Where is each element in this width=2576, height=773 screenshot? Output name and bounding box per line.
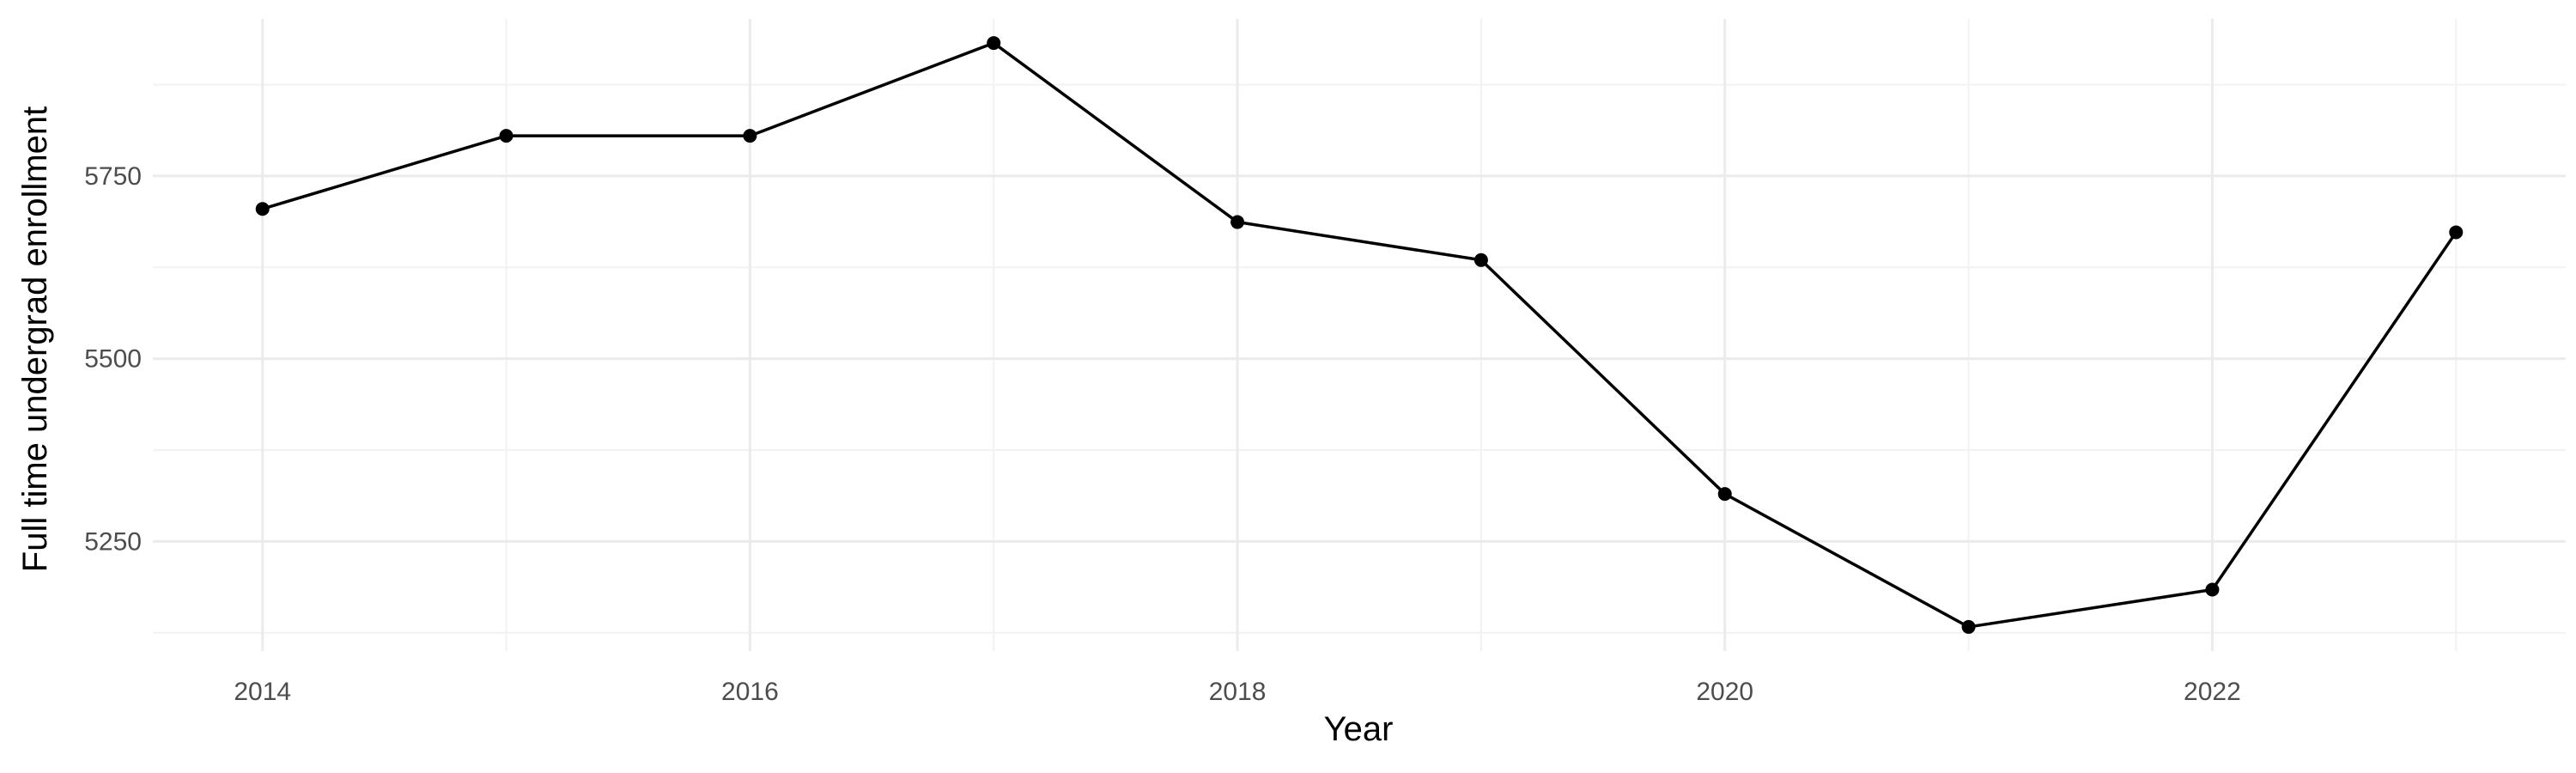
x-tick-label: 2018: [1209, 678, 1267, 706]
y-tick-label: 5250: [84, 527, 142, 556]
data-point: [2205, 582, 2220, 597]
series-layer: [262, 41, 2458, 629]
points-layer: [255, 36, 2464, 634]
minor-gridlines: [153, 19, 2566, 651]
x-axis-tick-labels: 2014 2016 2018 2020 2022: [234, 678, 2240, 706]
data-point: [743, 129, 757, 143]
x-tick-label: 2020: [1696, 678, 1753, 706]
x-tick-label: 2014: [234, 678, 291, 706]
y-tick-label: 5500: [84, 345, 142, 374]
series-line: [262, 41, 2458, 629]
data-point: [255, 202, 270, 216]
data-point: [2449, 225, 2464, 240]
y-axis-title: Full time undergrad enrollment: [16, 107, 54, 572]
data-point: [987, 36, 1001, 51]
x-axis-title: Year: [1324, 710, 1394, 748]
x-tick-label: 2016: [721, 678, 779, 706]
x-tick-label: 2022: [2184, 678, 2241, 706]
data-point: [1961, 619, 1976, 634]
data-point: [1473, 253, 1488, 267]
y-axis-tick-labels: 5250 5500 5750: [84, 162, 142, 556]
major-gridlines: [153, 19, 2566, 651]
y-tick-label: 5750: [84, 162, 142, 191]
data-point: [1717, 487, 1732, 502]
data-point: [499, 129, 513, 143]
data-point: [1230, 215, 1245, 229]
